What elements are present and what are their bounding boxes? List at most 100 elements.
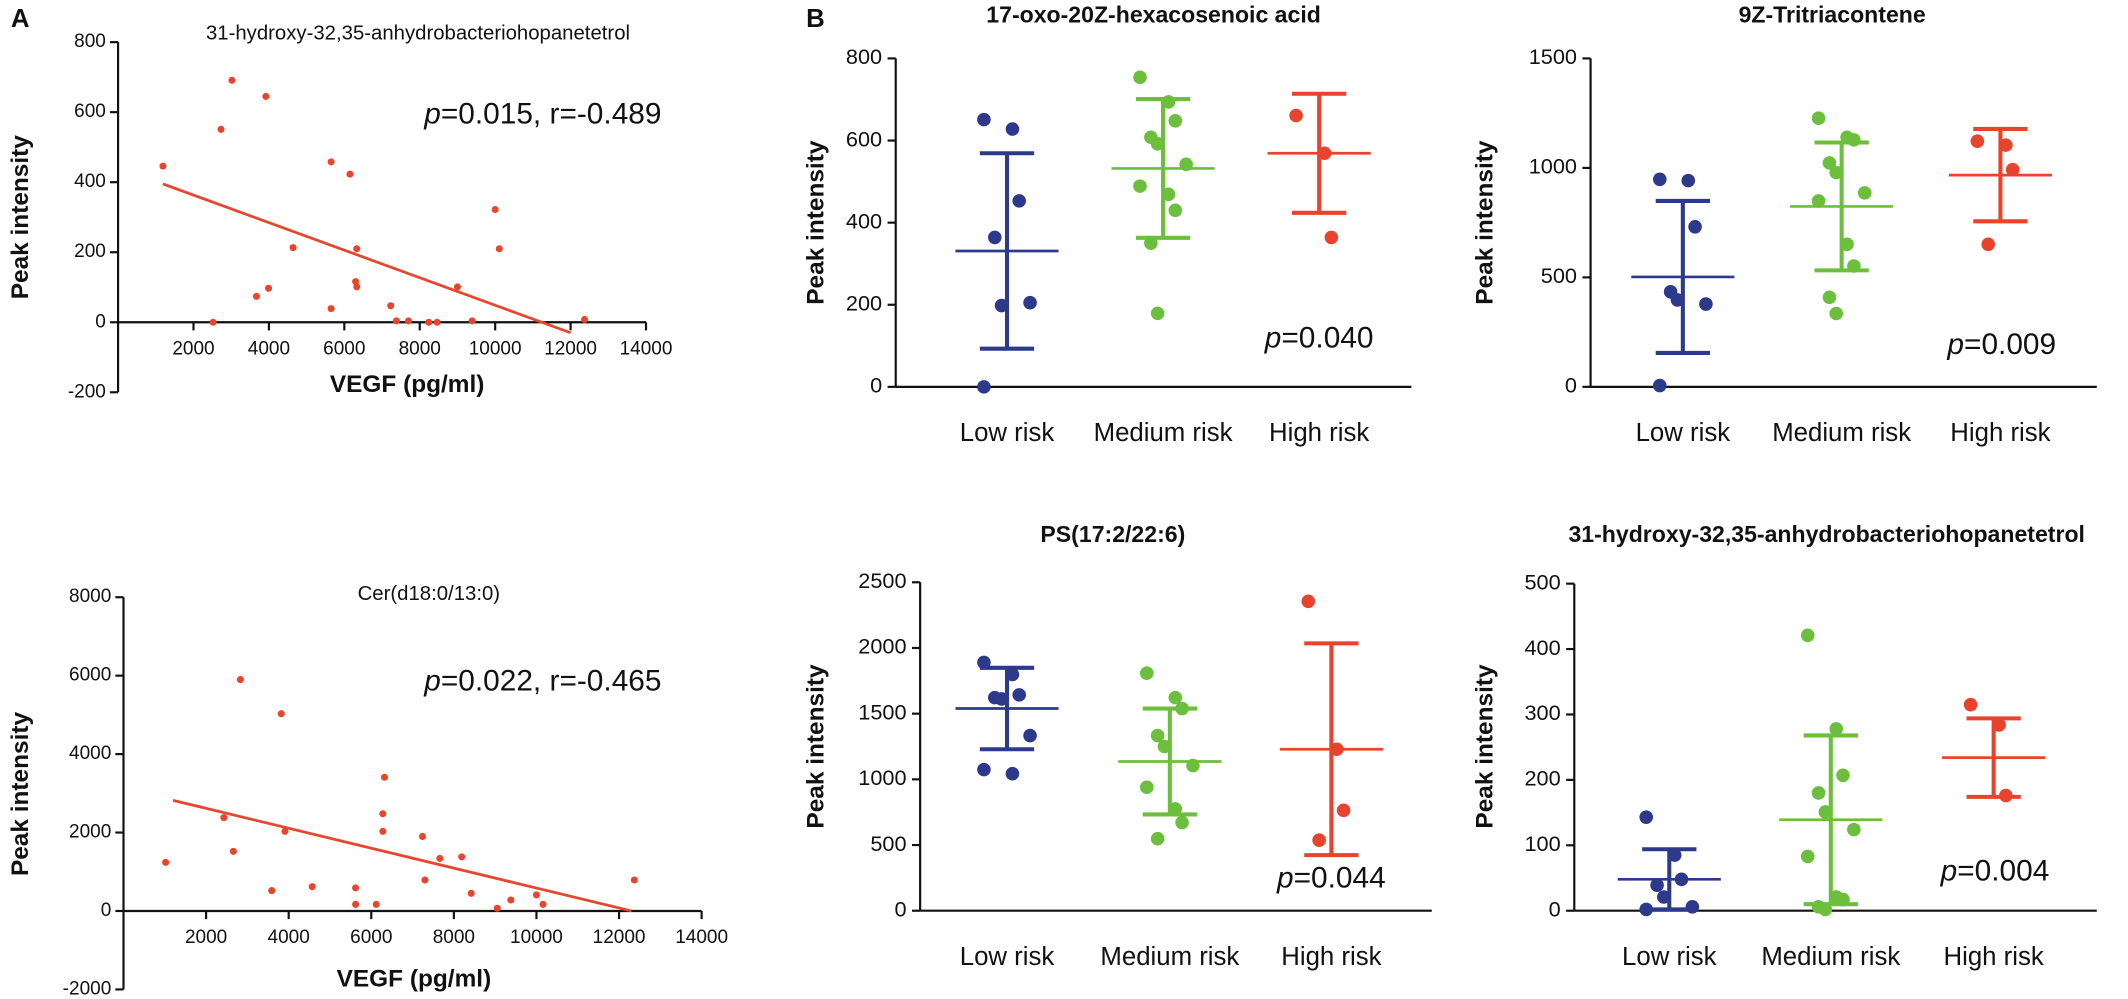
y-tick-label: 800	[74, 31, 106, 52]
y-tick-label: 2500	[858, 568, 906, 593]
annotation: p=0.040	[1264, 321, 1374, 354]
point	[1168, 690, 1183, 705]
x-tick-label: 2000	[185, 927, 227, 948]
point	[467, 889, 475, 897]
x-tick-label: 2000	[172, 338, 214, 359]
point	[1667, 848, 1682, 862]
point	[353, 283, 361, 291]
point	[1317, 146, 1332, 161]
point	[994, 298, 1009, 313]
point	[1161, 187, 1176, 202]
point	[1150, 137, 1165, 151]
annotation-italic: p	[1264, 321, 1282, 354]
point	[1674, 872, 1689, 887]
point	[2005, 162, 2020, 177]
point	[392, 317, 400, 325]
chart-title: 9Z-Tritriacontene	[1739, 1, 1926, 27]
point	[1999, 138, 2013, 152]
point	[1639, 810, 1653, 824]
point	[1639, 902, 1653, 917]
point	[1289, 108, 1303, 123]
point	[977, 762, 991, 777]
point	[425, 318, 433, 326]
y-axis-label: Peak intensity	[7, 712, 34, 877]
x-tick-label: Low risk	[960, 419, 1055, 447]
x-tick-label: Low risk	[1636, 419, 1731, 447]
x-tick-label: 6000	[323, 338, 365, 359]
point	[262, 92, 270, 100]
point	[1963, 697, 1978, 712]
point	[1970, 134, 1985, 148]
point	[1857, 186, 1872, 200]
y-axis-label: Peak intensity	[1472, 664, 1499, 829]
x-tick-label: 10000	[469, 338, 522, 359]
point	[277, 710, 285, 718]
x-tick-label: 6000	[350, 927, 392, 948]
point	[1650, 878, 1664, 892]
point	[1653, 172, 1667, 187]
x-tick-label: High risk	[1944, 943, 2044, 971]
point	[1150, 306, 1165, 321]
x-tick-label: High risk	[1950, 419, 2050, 447]
point	[436, 854, 444, 862]
annotation: p=0.044	[1276, 861, 1386, 894]
x-tick-label: 8000	[399, 338, 441, 359]
point	[468, 317, 476, 325]
y-tick-label: 200	[1524, 766, 1560, 791]
point	[1324, 230, 1339, 245]
x-tick-label: Medium risk	[1100, 943, 1239, 971]
x-tick-label: 8000	[433, 927, 475, 948]
annotation: p=0.004	[1940, 855, 2050, 888]
point	[1168, 802, 1183, 816]
point	[372, 900, 380, 908]
y-tick-label: 0	[95, 311, 106, 332]
point	[265, 284, 273, 292]
x-tick-label: 10000	[510, 927, 563, 948]
y-tick-label: 800	[846, 44, 882, 69]
x-tick-label: Medium risk	[1761, 943, 1900, 971]
point	[1670, 293, 1685, 307]
point	[252, 292, 260, 300]
y-tick-label: 0	[101, 900, 112, 921]
y-tick-label: 0	[894, 896, 906, 921]
point	[1144, 236, 1158, 250]
y-tick-label: 8000	[69, 586, 111, 607]
point	[1811, 786, 1826, 800]
annotation-italic: p	[423, 97, 441, 130]
point	[1818, 902, 1833, 917]
point	[453, 283, 461, 291]
point	[217, 125, 225, 133]
x-tick-label: Medium risk	[1094, 419, 1233, 447]
y-tick-label: 1500	[1529, 44, 1577, 69]
y-axis-label: Peak intensity	[7, 135, 34, 300]
y-tick-label: 300	[1524, 700, 1560, 725]
point	[581, 315, 589, 323]
chart-title: 17-oxo-20Z-hexacosenoic acid	[986, 1, 1321, 27]
y-tick-label: 6000	[69, 665, 111, 686]
annotation-text: =0.004	[1957, 855, 2049, 888]
point	[1133, 179, 1147, 193]
point	[1012, 688, 1026, 702]
point	[433, 318, 441, 326]
point	[1150, 831, 1165, 846]
annotation: p=0.009	[1946, 328, 2056, 361]
point	[1175, 815, 1189, 830]
annotation-text: =0.040	[1281, 321, 1373, 354]
point	[418, 832, 427, 840]
point	[495, 245, 503, 253]
annotation-text: =0.009	[1964, 328, 2056, 361]
point	[1168, 114, 1183, 128]
point	[1179, 157, 1193, 172]
annotation: p=0.015, r=-0.489	[423, 97, 661, 130]
y-tick-label: 2000	[858, 634, 906, 659]
point	[352, 900, 360, 908]
x-tick-label: Low risk	[1622, 943, 1717, 971]
point	[1336, 803, 1351, 818]
point	[1005, 667, 1020, 682]
x-tick-label: Medium risk	[1772, 419, 1911, 447]
y-tick-label: 500	[870, 831, 906, 856]
point	[1140, 666, 1154, 680]
chart-title: PS(17:2/22:6)	[1040, 521, 1185, 547]
y-tick-label: 200	[74, 241, 106, 262]
